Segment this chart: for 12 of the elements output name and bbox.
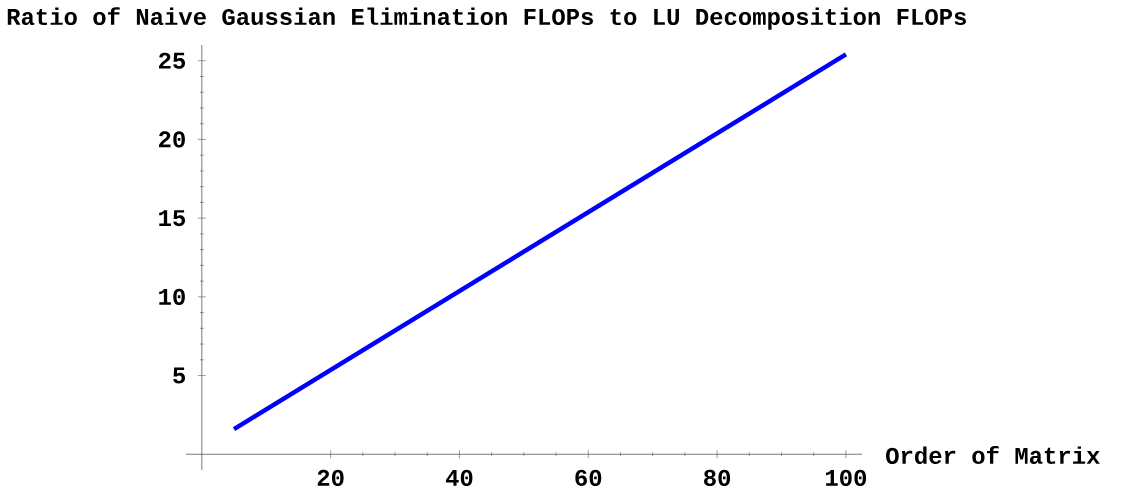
x-tick-label: 20	[317, 469, 344, 487]
y-tick-label: 10	[159, 288, 185, 305]
y-tick-label: 20	[159, 131, 185, 148]
x-tick-label: 60	[575, 469, 602, 487]
x-tick-label: 40	[445, 469, 473, 487]
y-tick-label: 25	[159, 52, 186, 69]
chart-title: Ratio of Naive Gaussian Elimination FLOPs to LU Decomposition FLOPs	[7, 7, 966, 30]
y-tick-label: 15	[159, 210, 186, 227]
x-tick-label: 80	[704, 469, 731, 487]
x-tick-label: 100	[825, 469, 867, 487]
x-axis-title: Order of Matrix	[886, 446, 1100, 464]
y-tick-label: 5	[173, 367, 186, 384]
